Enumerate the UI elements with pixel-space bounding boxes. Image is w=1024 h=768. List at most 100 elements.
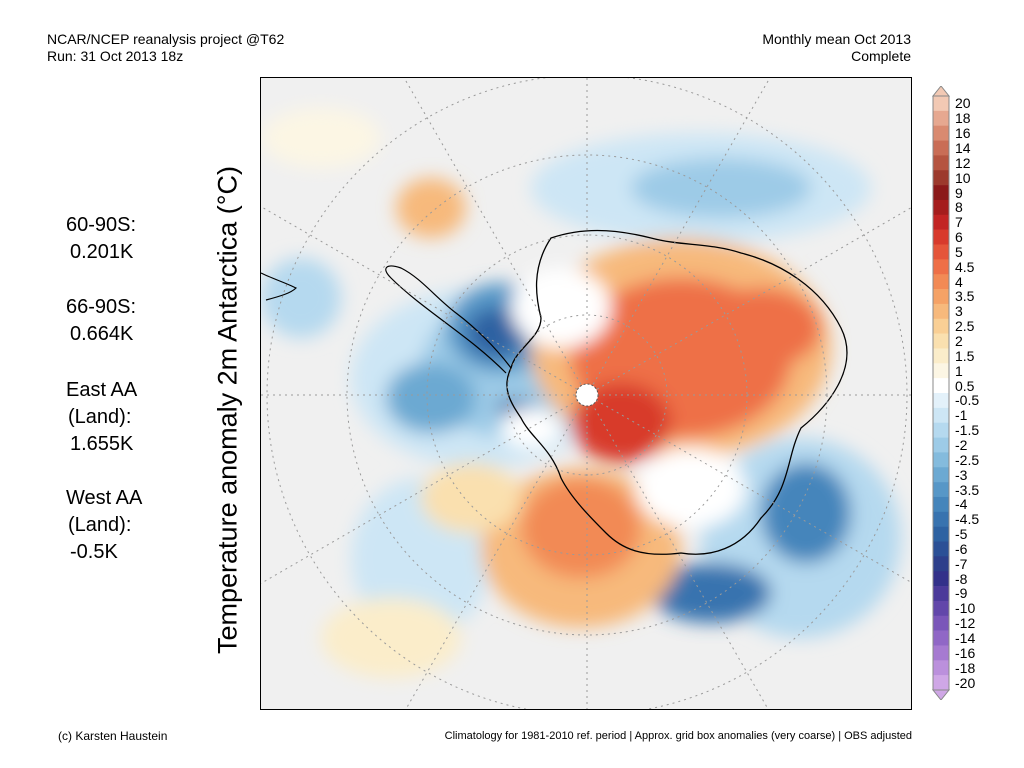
anomaly-patch (261, 258, 341, 338)
colorbar-tick-label: 1 (955, 362, 963, 379)
stat-label: 66-90S: (66, 296, 137, 318)
header-title: NCAR/NCEP reanalysis project @T62 (47, 31, 285, 47)
latitude-circle (506, 314, 668, 476)
colorbar-tick-label: 2.5 (955, 318, 975, 335)
colorbar-tick-label: -14 (955, 630, 976, 647)
colorbar-swatch (933, 407, 949, 423)
footer-note: Climatology for 1981-2010 ref. period | … (444, 730, 912, 742)
anomaly-patch (261, 108, 381, 168)
colorbar-swatch (933, 675, 949, 691)
colorbar-swatch (933, 333, 949, 349)
y-axis-label: Temperature anomaly 2m Antarctica (°C) (212, 166, 243, 654)
stat-60-90s: 60-90S: 0.201K (66, 212, 136, 266)
colorbar-arrow-top (931, 85, 951, 97)
colorbar-tick-label: -12 (955, 615, 976, 632)
colorbar-tick-label: 2 (955, 333, 963, 350)
stat-sublabel: (Land): (68, 406, 132, 428)
stat-value: 0.201K (70, 241, 134, 263)
colorbar-tick-label: 10 (955, 169, 971, 186)
stat-sublabel: (Land): (68, 514, 132, 536)
stat-value: 0.664K (70, 323, 134, 345)
colorbar-swatch (933, 482, 949, 498)
colorbar-tick-label: 4 (955, 273, 963, 290)
colorbar-tick-label: -3.5 (955, 481, 980, 498)
colorbar-swatch (933, 467, 949, 483)
anomaly-field (261, 108, 901, 678)
colorbar-tick-label: -0.5 (955, 392, 980, 409)
colorbar-tick-label: -1.5 (955, 422, 980, 439)
colorbar-swatch (933, 170, 949, 186)
colorbar-tick-label: 0.5 (955, 377, 975, 394)
anomaly-patch (386, 363, 476, 433)
header-left: NCAR/NCEP reanalysis project @T62 Run: 3… (47, 31, 284, 65)
colorbar-tick-label: 1.5 (955, 347, 975, 364)
colorbar-swatch (933, 645, 949, 661)
colorbar-swatch (933, 393, 949, 409)
anomaly-patch (511, 268, 611, 348)
colorbar-swatch (933, 660, 949, 676)
anomaly-patch (521, 478, 641, 578)
antarctica-coastline (506, 229, 848, 555)
colorbar-swatch (933, 185, 949, 201)
anomaly-patch (636, 448, 746, 528)
anomaly-patch (501, 408, 561, 448)
colorbar-tick-label: -10 (955, 600, 976, 617)
colorbar-tick-label: -1 (955, 407, 968, 424)
stat-label: 60-90S: (66, 214, 137, 236)
colorbar-swatch (933, 96, 949, 112)
colorbar-swatch (933, 571, 949, 587)
colorbar-swatch (933, 110, 949, 126)
colorbar-tick-label: 12 (955, 154, 971, 171)
colorbar-tick-label: 4.5 (955, 258, 975, 275)
header-run: Run: 31 Oct 2013 18z (47, 48, 184, 64)
colorbar-tick-label: 18 (955, 110, 971, 127)
header-status: Complete (851, 48, 911, 64)
meridian-line (405, 78, 771, 709)
south-america-tip (261, 272, 298, 301)
header-right: Monthly mean Oct 2013 Complete (762, 31, 911, 65)
colorbar-tick-label: -2 (955, 436, 968, 453)
stat-label: West AA (66, 487, 143, 509)
colorbar-tick-label: 3 (955, 303, 963, 320)
colorbar-tick-label: -7 (955, 555, 968, 572)
anomaly-patch (321, 598, 461, 678)
anomaly-patch (571, 383, 671, 463)
pole-marker (575, 383, 599, 407)
colorbar-tick-label: 9 (955, 184, 963, 201)
colorbar-swatch (933, 199, 949, 216)
colorbar-swatch (933, 244, 949, 260)
colorbar-tick-label: -6 (955, 540, 968, 557)
stat-label: East AA (66, 379, 138, 401)
colorbar-tick-label: -2.5 (955, 451, 980, 468)
latitude-circle (266, 78, 908, 709)
anomaly-patch (761, 463, 851, 563)
colorbar-swatch (933, 318, 949, 334)
anomaly-patch (396, 178, 466, 238)
colorbar (931, 85, 951, 701)
anomaly-patch (701, 288, 821, 368)
colorbar-swatch (933, 437, 949, 453)
colorbar-swatch (933, 496, 949, 513)
colorbar-swatch (933, 274, 949, 290)
colorbar-tick-label: -3 (955, 466, 968, 483)
stat-66-90s: 66-90S: 0.664K (66, 294, 136, 348)
colorbar-swatch (933, 363, 949, 379)
colorbar-swatch (933, 289, 949, 305)
colorbar-swatch (933, 155, 949, 171)
colorbar-swatch (933, 259, 949, 275)
colorbar-tick-label: -20 (955, 674, 976, 691)
colorbar-tick-label: 14 (955, 139, 971, 156)
colorbar-tick-label: 8 (955, 199, 963, 216)
colorbar-tick-label: -4.5 (955, 511, 980, 528)
stat-west-aa: West AA (Land): -0.5K (66, 485, 142, 566)
colorbar-tick-label: -18 (955, 659, 976, 676)
header-period: Monthly mean Oct 2013 (762, 31, 911, 47)
anomaly-patch (651, 563, 771, 623)
stat-east-aa: East AA (Land): 1.655K (66, 377, 137, 458)
stat-value: -0.5K (70, 541, 118, 563)
colorbar-tick-label: 5 (955, 243, 963, 260)
anomaly-map (260, 77, 912, 710)
antarctic-peninsula (385, 265, 512, 374)
colorbar-swatch (933, 125, 949, 141)
anomaly-patch (631, 158, 811, 218)
